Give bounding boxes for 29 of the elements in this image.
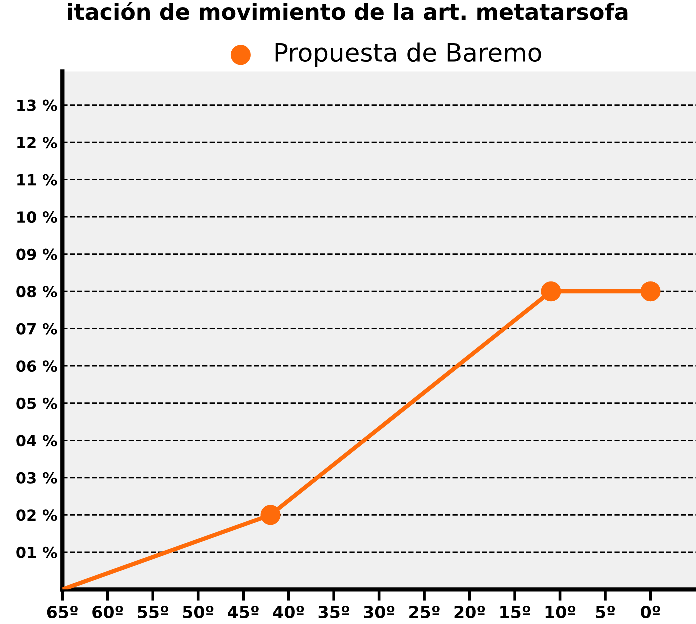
chart-title: itación de movimiento de la art. metatarsofa — [68, 2, 628, 20]
y-tick-label: 06 % — [16, 360, 58, 372]
x-tick-label: 0º — [641, 606, 660, 619]
x-tick-label: 25º — [410, 606, 440, 619]
x-tick-label: 20º — [454, 606, 486, 619]
y-tick-label: 01 % — [16, 546, 58, 558]
x-tick-label: 60º — [92, 606, 124, 619]
x-tick-label: 55º — [138, 606, 168, 619]
y-tick-label: 10 % — [18, 212, 58, 224]
y-tick-label: 13 % — [18, 100, 58, 112]
x-tick-label: 10º — [546, 606, 576, 619]
legend-label: Propuesta de Baremo — [276, 42, 542, 67]
x-tick-label: 65º — [47, 606, 78, 619]
y-tick-label: 05 % — [16, 398, 58, 410]
y-tick-label: 03 % — [16, 472, 58, 484]
x-tick-label: 30º — [364, 606, 395, 619]
y-tick-label: 04 % — [16, 435, 58, 447]
x-tick-label: 40º — [273, 606, 304, 619]
y-tick-label: 09 % — [16, 248, 58, 260]
x-tick-label: 35º — [318, 606, 350, 619]
y-tick-label: 12 % — [18, 137, 58, 149]
y-tick-label: 07 % — [16, 323, 58, 335]
x-tick-label: 5º — [596, 606, 616, 619]
y-tick-label: 02 % — [16, 510, 58, 522]
x-tick-label: 50º — [183, 606, 214, 619]
y-tick-label: 11 % — [18, 174, 58, 186]
x-tick-label: 45º — [228, 606, 259, 619]
y-tick-label: 08 % — [16, 286, 58, 298]
x-tick-label: 15º — [500, 606, 530, 619]
